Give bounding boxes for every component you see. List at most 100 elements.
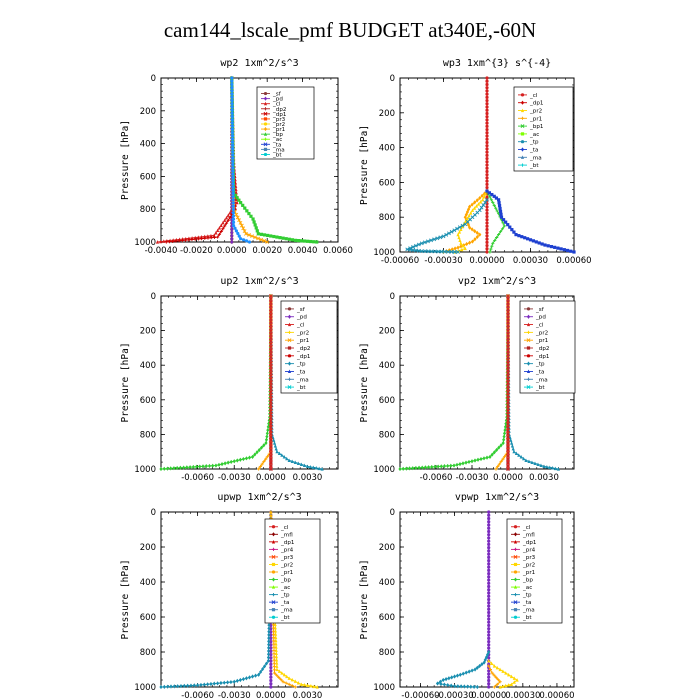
- legend-marker: [271, 555, 276, 559]
- y-tick-label: 200: [140, 107, 156, 117]
- data-point: [466, 207, 471, 212]
- legend-marker: [271, 577, 276, 582]
- data-point: [274, 645, 278, 649]
- data-point: [221, 220, 225, 225]
- y-tick-label: 200: [379, 109, 395, 119]
- data-point: [442, 249, 447, 254]
- data-point: [500, 227, 505, 231]
- data-point: [287, 237, 291, 241]
- data-point: [442, 682, 446, 687]
- data-point: [488, 250, 492, 254]
- data-point: [470, 459, 474, 464]
- data-point: [485, 160, 489, 164]
- data-point: [473, 200, 477, 205]
- x-tick-label: 0.00060: [539, 691, 574, 700]
- data-point: [429, 249, 434, 254]
- legend-marker: [526, 369, 531, 374]
- data-point: [235, 678, 239, 683]
- data-point: [202, 682, 206, 687]
- data-point: [537, 241, 541, 245]
- data-point: [273, 444, 277, 448]
- x-tick-label: 0.0020: [252, 246, 282, 256]
- data-point: [271, 629, 276, 633]
- data-point: [268, 467, 273, 471]
- legend-marker: [287, 322, 292, 327]
- data-point: [485, 131, 489, 135]
- legend-marker: [520, 93, 525, 97]
- data-point: [268, 425, 273, 430]
- data-point: [211, 463, 215, 468]
- data-point: [230, 230, 234, 235]
- data-point: [458, 461, 462, 467]
- data-point: [230, 98, 234, 103]
- data-point: [467, 459, 471, 465]
- data-point: [506, 374, 510, 379]
- y-tick-label: 200: [140, 543, 156, 553]
- y-axis-label: Pressure [hPa]: [120, 559, 131, 639]
- data-point: [476, 202, 481, 206]
- data-point: [569, 249, 573, 253]
- data-point: [446, 682, 450, 688]
- legend-marker: [263, 117, 268, 121]
- data-point: [178, 465, 182, 470]
- data-point: [504, 421, 508, 426]
- data-point: [284, 237, 288, 241]
- data-point: [306, 239, 310, 243]
- data-point: [272, 671, 277, 675]
- data-point: [274, 446, 278, 451]
- data-point: [194, 464, 199, 469]
- data-point: [272, 642, 276, 646]
- data-point: [264, 440, 268, 446]
- data-point: [231, 179, 235, 183]
- data-point: [203, 234, 207, 239]
- legend-marker: [520, 147, 525, 152]
- data-point: [473, 237, 477, 242]
- data-point: [269, 643, 273, 647]
- legend-marker: [263, 107, 268, 111]
- data-point: [506, 377, 510, 382]
- data-point: [490, 244, 494, 248]
- data-point: [524, 458, 528, 462]
- data-point: [268, 367, 273, 372]
- data-point: [250, 674, 255, 679]
- chart-panel: -0.0060 -0.0030 0.0000 0.0030 0 200 400 600 800 1…: [120, 276, 339, 483]
- data-point: [308, 465, 313, 469]
- data-point: [506, 393, 510, 398]
- data-point: [456, 684, 460, 689]
- data-point: [268, 451, 273, 455]
- data-point: [237, 234, 241, 238]
- data-point: [474, 204, 479, 208]
- data-point: [520, 235, 524, 239]
- data-point: [465, 684, 470, 689]
- data-point: [293, 238, 298, 242]
- data-point: [460, 224, 464, 229]
- data-point: [485, 176, 489, 180]
- data-point: [285, 456, 289, 461]
- legend-entry: _pr1: [529, 116, 543, 122]
- data-point: [439, 464, 443, 469]
- data-point: [249, 214, 253, 218]
- data-point: [290, 459, 294, 463]
- data-point: [444, 249, 448, 254]
- data-point: [487, 578, 491, 582]
- data-point: [475, 230, 479, 235]
- data-point: [241, 203, 245, 207]
- data-point: [230, 108, 234, 112]
- data-point: [475, 234, 479, 240]
- data-point: [487, 633, 491, 637]
- legend-entry: _pd: [535, 315, 546, 321]
- data-point: [459, 684, 463, 689]
- data-point: [268, 438, 273, 443]
- data-point: [262, 443, 266, 448]
- data-point: [501, 440, 505, 446]
- data-point: [457, 225, 462, 230]
- data-point: [268, 348, 273, 353]
- data-point: [231, 224, 236, 228]
- data-point: [491, 200, 495, 205]
- legend-marker: [271, 600, 276, 605]
- data-point: [487, 643, 491, 647]
- legend-marker: [271, 539, 276, 544]
- data-point: [485, 115, 489, 119]
- data-point: [268, 358, 273, 362]
- data-point: [411, 466, 415, 471]
